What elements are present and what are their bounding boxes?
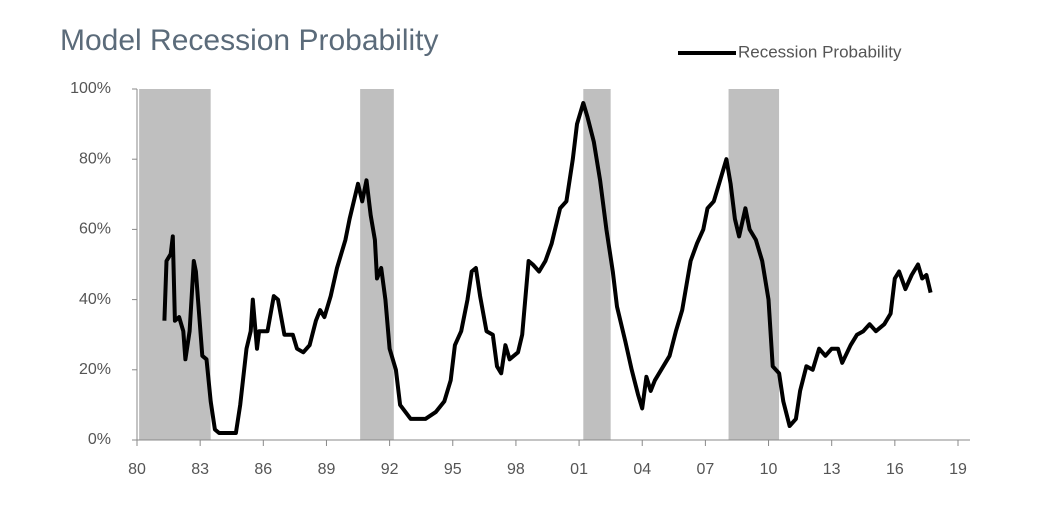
recession-shade xyxy=(583,89,611,440)
x-tick-label: 19 xyxy=(949,461,967,478)
y-tick-label: 100% xyxy=(70,80,111,97)
x-tick-label: 86 xyxy=(254,461,272,478)
recession-shade xyxy=(728,89,780,440)
x-tick-label: 07 xyxy=(696,461,714,478)
x-tick-label: 13 xyxy=(823,461,841,478)
legend-label: Recession Probability xyxy=(738,42,902,61)
y-tick-label: 40% xyxy=(79,291,111,308)
y-tick-label: 20% xyxy=(79,361,111,378)
y-tick-label: 0% xyxy=(88,431,111,448)
x-tick-label: 16 xyxy=(886,461,904,478)
x-tick-label: 89 xyxy=(318,461,336,478)
chart-title: Model Recession Probability xyxy=(60,24,439,57)
x-tick-label: 95 xyxy=(444,461,462,478)
series-line xyxy=(162,101,933,435)
x-tick-label: 80 xyxy=(128,461,146,478)
y-tick-label: 80% xyxy=(79,150,111,167)
x-tick-label: 92 xyxy=(381,461,399,478)
x-tick-label: 04 xyxy=(633,461,651,478)
x-tick-label: 10 xyxy=(760,461,778,478)
x-tick-label: 83 xyxy=(191,461,209,478)
y-tick-label: 60% xyxy=(79,221,111,238)
x-tick-label: 98 xyxy=(507,461,525,478)
x-tick-label: 01 xyxy=(570,461,588,478)
